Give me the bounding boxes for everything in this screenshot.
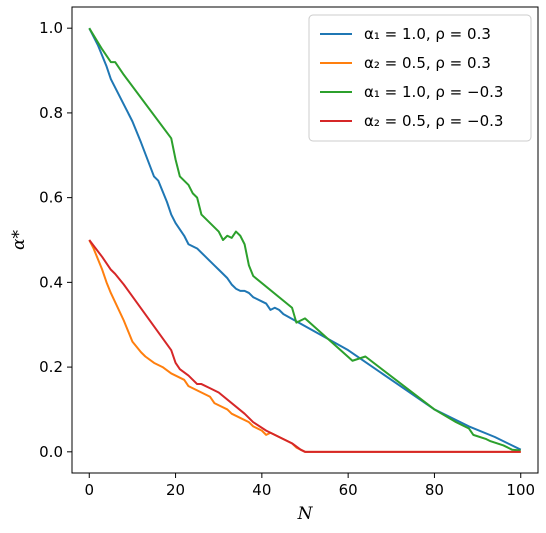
legend-label-1: α₁ = 1.0, ρ = 0.3 <box>364 25 491 43</box>
legend-box <box>308 14 532 142</box>
series-line-3 <box>88 27 521 452</box>
y-tick-label: 0.8 <box>39 104 63 122</box>
y-tick-label: 1.0 <box>39 19 63 37</box>
legend: α₁ = 1.0, ρ = 0.3 α₂ = 0.5, ρ = 0.3 α₁ = 1… <box>308 14 532 142</box>
legend-label-2: α₂ = 0.5, ρ = 0.3 <box>364 54 491 72</box>
x-tick-label: 0 <box>84 481 94 499</box>
x-tick-label: 60 <box>339 481 358 499</box>
x-tick-label: 40 <box>252 481 271 499</box>
x-tick-label: 80 <box>425 481 444 499</box>
y-axis-label: α* <box>9 230 29 250</box>
plot-frame <box>71 6 539 474</box>
x-tick-label: 100 <box>506 481 535 499</box>
series-line-1 <box>88 27 522 451</box>
series-line-4 <box>88 239 521 453</box>
y-tick-label: 0.4 <box>39 273 63 291</box>
y-tick-label: 0.2 <box>39 358 63 376</box>
legend-label-4: α₂ = 0.5, ρ = −0.3 <box>364 112 503 130</box>
y-tick-label: 0.0 <box>39 443 63 461</box>
legend-label-3: α₁ = 1.0, ρ = −0.3 <box>364 83 503 101</box>
x-axis-label: N <box>297 504 314 524</box>
y-tick-label: 0.6 <box>39 189 63 207</box>
series-layer <box>88 27 522 453</box>
ticks-layer: 0 20 40 60 80 100 0.0 0.2 0.4 0.6 0.8 1.0 <box>39 19 535 499</box>
x-tick-label: 20 <box>166 481 185 499</box>
